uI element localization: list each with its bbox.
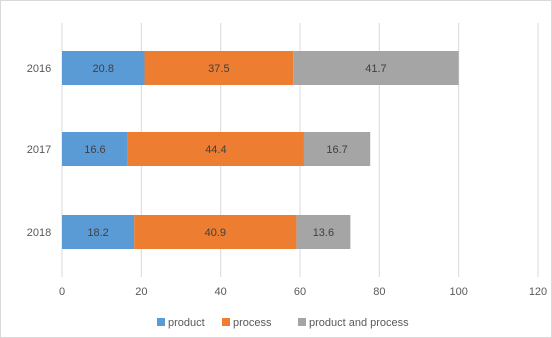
- data-label-product-2017: 16.6: [84, 144, 105, 156]
- x-tick-label: 120: [529, 286, 547, 298]
- x-tick-label: 80: [373, 286, 385, 298]
- x-tick-label: 0: [59, 286, 65, 298]
- category-label-2016: 2016: [27, 63, 51, 75]
- data-label-product-and-process-2017: 16.7: [326, 144, 347, 156]
- data-label-process-2016: 37.5: [208, 63, 229, 75]
- legend: product process product and process: [157, 317, 409, 329]
- data-label-product-2016: 20.8: [93, 63, 114, 75]
- bar-process-2018: [134, 215, 297, 249]
- legend-swatch-product: [157, 318, 165, 326]
- legend-swatch-process: [222, 318, 230, 326]
- bars: 20.8 37.5 41.7 16.6 44.4 16.7 18.2 40.9 13.6: [62, 51, 459, 249]
- x-tick-label: 20: [135, 286, 147, 298]
- data-label-process-2017: 44.4: [205, 144, 226, 156]
- bar-product-and-process-2017: [303, 132, 371, 166]
- bar-product-2016: [62, 51, 145, 85]
- data-label-product-and-process-2018: 13.6: [313, 227, 334, 239]
- bar-process-2017: [127, 132, 304, 166]
- x-tick-label: 40: [215, 286, 227, 298]
- category-label-2017: 2017: [27, 144, 51, 156]
- x-tick-label: 100: [449, 286, 467, 298]
- data-label-product-2018: 18.2: [87, 227, 108, 239]
- data-label-product-and-process-2016: 41.7: [365, 63, 386, 75]
- category-labels: 2016 2017 2018: [27, 63, 51, 239]
- category-label-2018: 2018: [27, 227, 51, 239]
- bar-product-and-process-2016: [293, 51, 459, 85]
- x-tick-labels: 0 20 40 60 80 100 120: [59, 286, 547, 298]
- bar-process-2016: [144, 51, 294, 85]
- legend-label-product: product: [168, 317, 205, 329]
- legend-swatch-product-and-process: [298, 318, 306, 326]
- bar-product-2018: [62, 215, 135, 249]
- legend-label-product-and-process: product and process: [309, 317, 409, 329]
- x-tick-label: 60: [294, 286, 306, 298]
- data-label-process-2018: 40.9: [205, 227, 226, 239]
- legend-label-process: process: [233, 317, 272, 329]
- bar-product-and-process-2018: [296, 215, 351, 249]
- bar-product-2017: [62, 132, 128, 166]
